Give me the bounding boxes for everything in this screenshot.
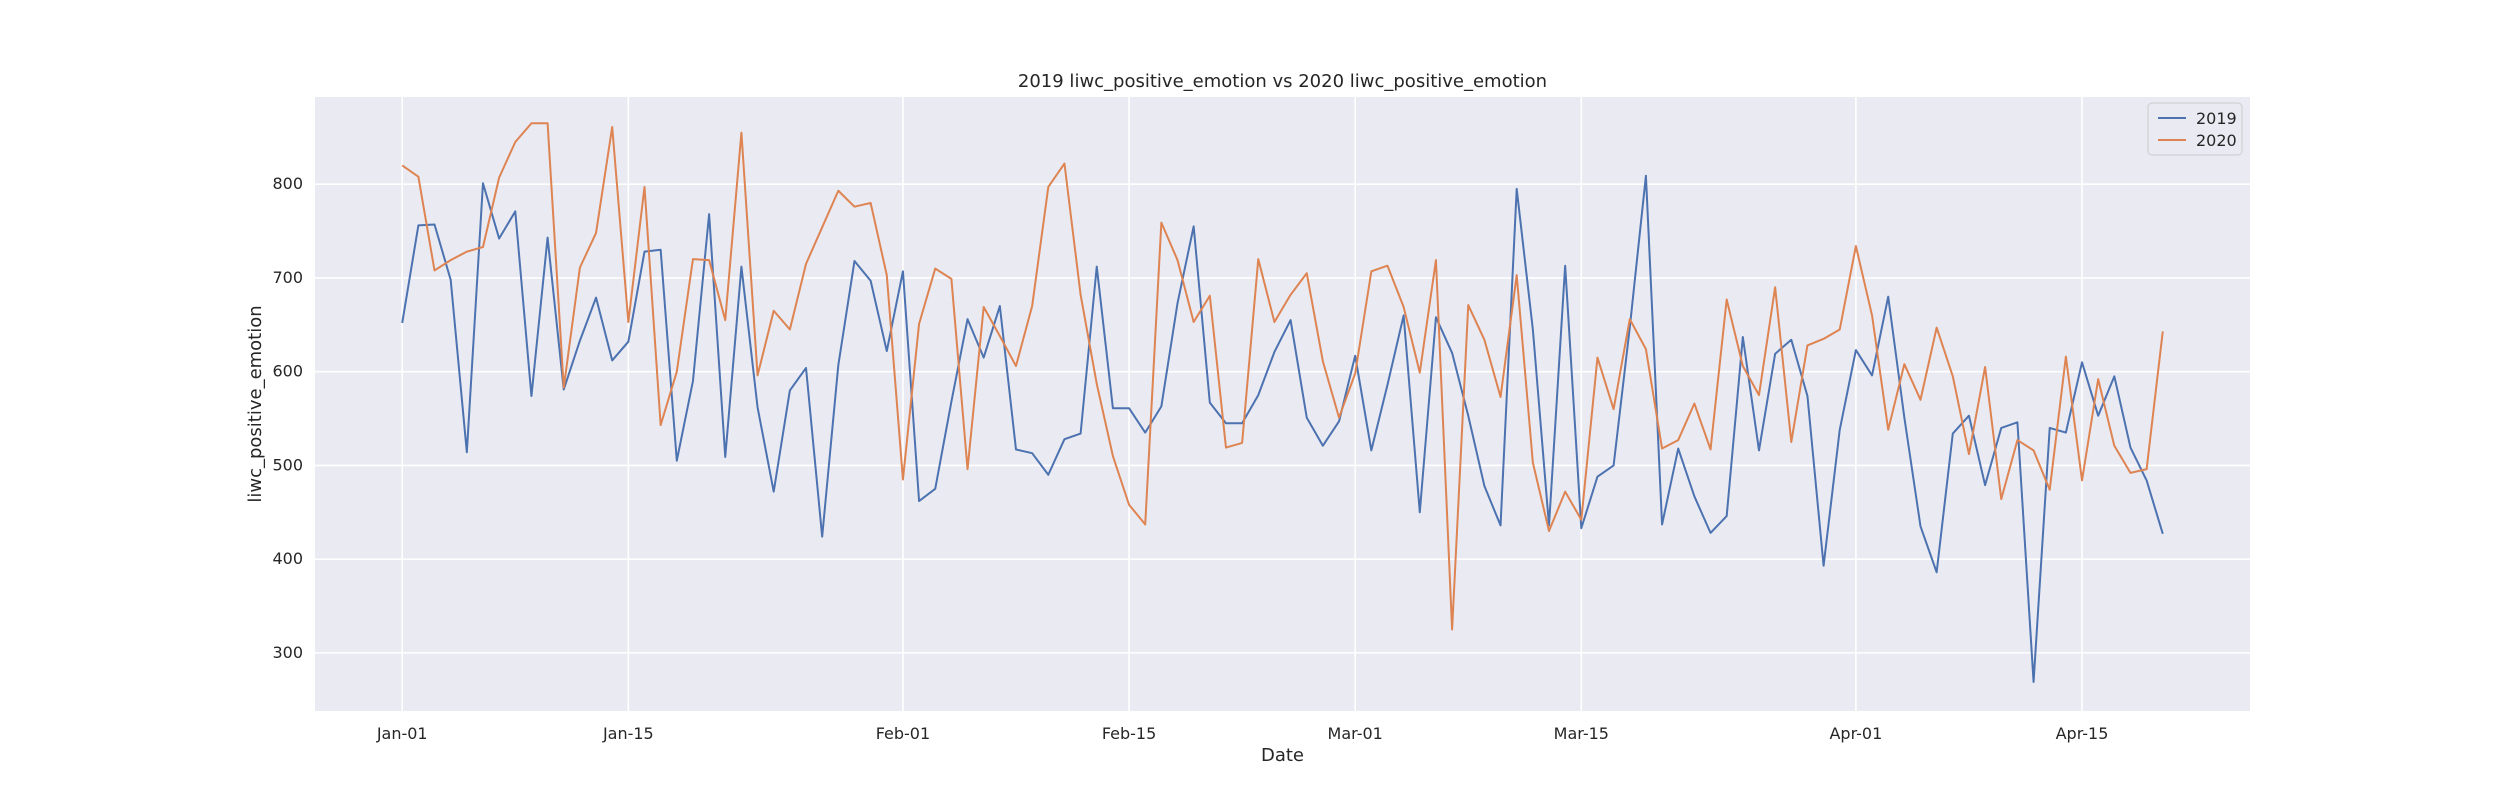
chart-title: 2019 liwc_positive_emotion vs 2020 liwc_…: [1018, 71, 1547, 92]
x-tick-label: Apr-15: [2056, 724, 2109, 743]
x-tick-label: Mar-01: [1328, 724, 1383, 743]
x-tick-label: Feb-15: [1102, 724, 1156, 743]
legend-label-2019: 2019: [2196, 109, 2237, 128]
x-tick-label: Apr-01: [1829, 724, 1882, 743]
y-axis-label: liwc_positive_emotion: [245, 305, 266, 502]
y-tick-label: 300: [272, 643, 303, 662]
x-axis-label: Date: [1261, 745, 1304, 766]
grid-lines: [315, 97, 2250, 711]
y-tick-label: 400: [272, 549, 303, 568]
x-tick-label: Feb-01: [876, 724, 930, 743]
legend-box: [2147, 102, 2243, 156]
y-tick-label: 500: [272, 455, 303, 474]
x-tick-label: Jan-01: [376, 724, 428, 743]
legend: 2019 2020: [2147, 102, 2243, 156]
y-tick-label: 800: [272, 174, 303, 193]
plot-area: [315, 97, 2250, 711]
y-tick-label: 700: [272, 268, 303, 287]
series-line-2020: [401, 122, 2164, 631]
series-line-2019: [401, 174, 2164, 683]
x-tick-label: Jan-15: [602, 724, 654, 743]
y-tick-label: 600: [272, 362, 303, 381]
x-axis-ticks: Jan-01 Jan-15 Feb-01 Feb-15 Mar-01 Mar-15 Apr-…: [376, 724, 2109, 743]
x-tick-label: Mar-15: [1554, 724, 1609, 743]
y-axis-ticks: 300 400 500 600 700 800: [272, 174, 303, 662]
series-lines: [401, 122, 2164, 683]
legend-label-2020: 2020: [2196, 131, 2237, 150]
